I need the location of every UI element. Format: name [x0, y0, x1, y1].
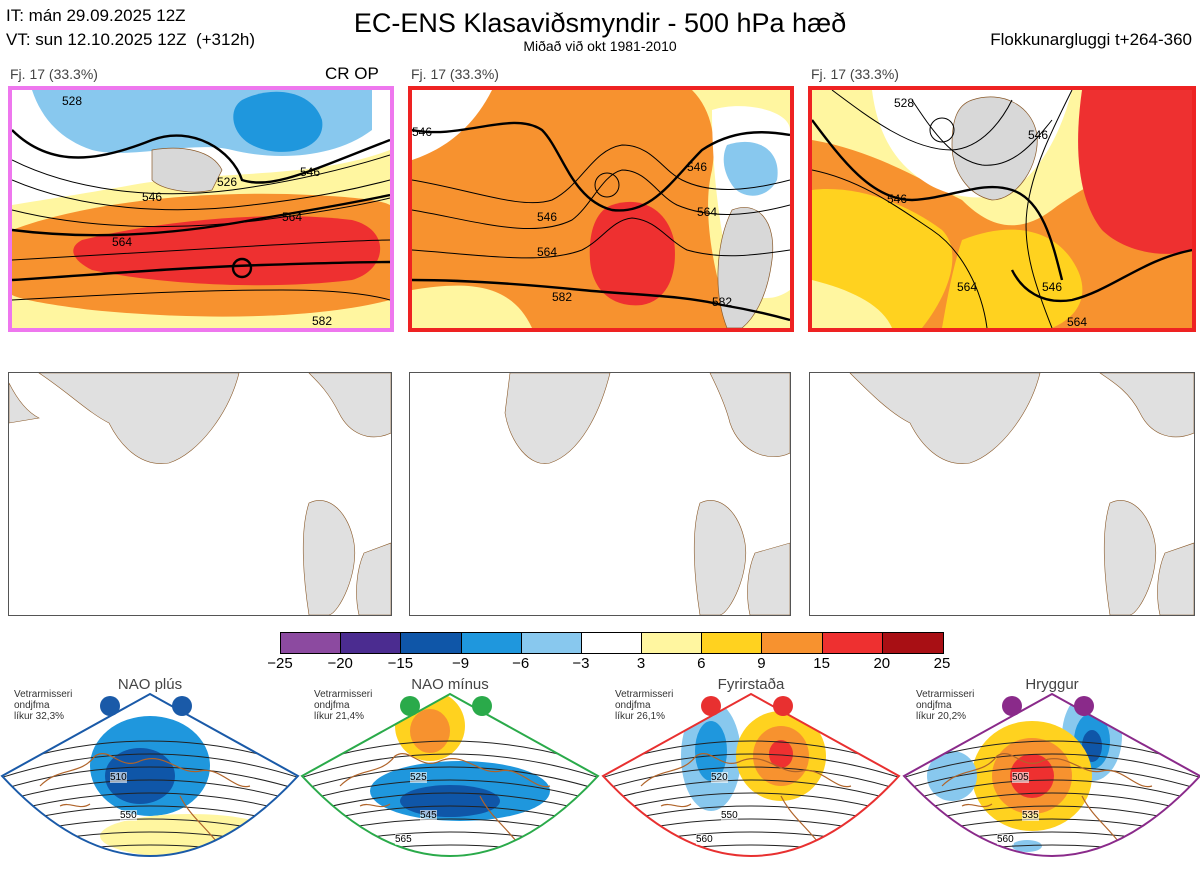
contour-label: 582: [552, 290, 573, 304]
colorbar-tick-label: 3: [636, 655, 646, 672]
regime-marker: [472, 696, 492, 716]
init-time: IT: mán 29.09.2025 12Z: [6, 6, 186, 25]
panel-3-label: Fj. 17 (33.3%): [811, 66, 899, 82]
regime-contour-label: 525: [410, 772, 427, 783]
colorbar-tick-label: −15: [387, 655, 414, 672]
regime-contour-label: 565: [395, 834, 412, 845]
contour-label: 526: [217, 175, 238, 189]
regime-marker: [1074, 696, 1094, 716]
colorbar-swatch: [401, 633, 462, 653]
regime-panel: NAO plús Vetrarmisseri ondjfma líkur 32,3…: [0, 676, 300, 871]
colorbar-swatch: [341, 633, 402, 653]
empty-map-3: [809, 372, 1195, 616]
empty-map-2: [409, 372, 791, 616]
colorbar-swatch: [281, 633, 342, 653]
panel-1-label: Fj. 17 (33.3%): [10, 66, 98, 82]
regime-contour-label: 550: [120, 810, 137, 821]
colorbar-tick-label: 15: [813, 655, 830, 672]
contour-label: 546: [300, 165, 321, 179]
colorbar-tick-label: −20: [327, 655, 353, 672]
colorbar-swatch: [822, 633, 883, 653]
regime-fan-map: [0, 692, 300, 857]
contour-label: 564: [1067, 315, 1088, 329]
contour-label: 546: [537, 210, 558, 224]
regime-contour-label: 545: [420, 810, 437, 821]
regime-contour-label: 535: [1022, 810, 1039, 821]
regime-contour-label: 510: [110, 772, 127, 783]
regime-contour-label: 560: [696, 834, 713, 845]
cluster-map-3: 528 546 546 564 546 564: [808, 86, 1196, 332]
colorbar-tick-label: −3: [572, 655, 590, 672]
empty-map-1: [8, 372, 392, 616]
colorbar-swatch: [461, 633, 522, 653]
contour-label: 564: [282, 210, 303, 224]
regime-fan-map: [300, 692, 600, 857]
regime-name: Fyrirstaða: [717, 676, 785, 693]
regime-marker: [1002, 696, 1022, 716]
regime-probability: Vetrarmisseri ondjfma líkur 21,4%: [314, 689, 373, 722]
regime-panel: NAO mínus Vetrarmisseri ondjfma líkur 21,…: [300, 676, 600, 871]
contour-label: 564: [537, 245, 558, 259]
colorbar-swatch: [642, 633, 703, 653]
colorbar-tick-label: −9: [451, 655, 470, 672]
regime-probability: Vetrarmisseri ondjfma líkur 26,1%: [615, 689, 674, 722]
regime-name: Hryggur: [1025, 676, 1079, 693]
regime-contour-label: 550: [721, 810, 738, 821]
colorbar-tick-label: 9: [757, 655, 766, 672]
contour-label: 546: [1028, 128, 1049, 142]
cluster-map-2: 546 546 564 546 564 582 582: [408, 86, 794, 332]
classification-window: Flokkunargluggi t+264-360: [990, 30, 1192, 49]
regime-contour-label: 520: [711, 772, 728, 783]
regime-marker: [701, 696, 721, 716]
regime-panel: Hryggur Vetrarmisseri ondjfma líkur 20,2%…: [902, 676, 1200, 871]
regime-marker: [100, 696, 120, 716]
contour-label: 546: [687, 160, 708, 174]
colorbar-swatch: [702, 633, 763, 653]
contour-label: 546: [887, 192, 908, 206]
regime-fan-map: [902, 692, 1200, 857]
contour-label: 528: [894, 96, 915, 110]
contour-label: 582: [312, 314, 333, 328]
colorbar-tick-label: 25: [933, 655, 951, 672]
regime-contour-label: 560: [997, 834, 1014, 845]
panel-1-tag: CR OP: [325, 64, 379, 83]
regime-probability: Vetrarmisseri ondjfma líkur 20,2%: [916, 689, 975, 722]
regime-probability: Vetrarmisseri ondjfma líkur 32,3%: [14, 689, 73, 722]
colorbar-tick-label: −6: [512, 655, 530, 672]
colorbar-tick-label: 20: [873, 655, 891, 672]
colorbar-tick-label: −25: [267, 655, 293, 672]
regime-contour-label: 505: [1012, 772, 1029, 783]
colorbar: [280, 632, 944, 654]
page-title: EC-ENS Klasaviðsmyndir - 500 hPa hæð: [353, 8, 847, 38]
colorbar-swatch: [521, 633, 582, 653]
panel-2-label: Fj. 17 (33.3%): [411, 66, 499, 82]
contour-label: 582: [712, 295, 733, 309]
regime-name: NAO mínus: [411, 676, 489, 693]
contour-label: 546: [412, 125, 433, 139]
regime-marker: [773, 696, 793, 716]
colorbar-swatch: [762, 633, 823, 653]
colorbar-tick-label: 6: [697, 655, 706, 672]
regime-marker: [172, 696, 192, 716]
contour-label: 564: [112, 235, 133, 249]
regime-fan-map: [601, 692, 901, 857]
contour-label: 546: [142, 190, 163, 204]
valid-time: VT: sun 12.10.2025 12Z (+312h): [6, 30, 256, 49]
colorbar-swatch: [882, 633, 943, 653]
regime-name: NAO plús: [117, 676, 183, 693]
contour-label: 546: [1042, 280, 1063, 294]
colorbar-swatch: [581, 633, 643, 653]
page-subtitle: Miðað við okt 1981-2010: [523, 38, 677, 54]
contour-label: 528: [62, 94, 83, 108]
contour-label: 564: [957, 280, 978, 294]
contour-label: 564: [697, 205, 718, 219]
regime-panel: Fyrirstaða Vetrarmisseri ondjfma líkur 26…: [601, 676, 901, 871]
cluster-map-1: 528 546 564 526 546 564 582: [8, 86, 394, 332]
regime-marker: [400, 696, 420, 716]
